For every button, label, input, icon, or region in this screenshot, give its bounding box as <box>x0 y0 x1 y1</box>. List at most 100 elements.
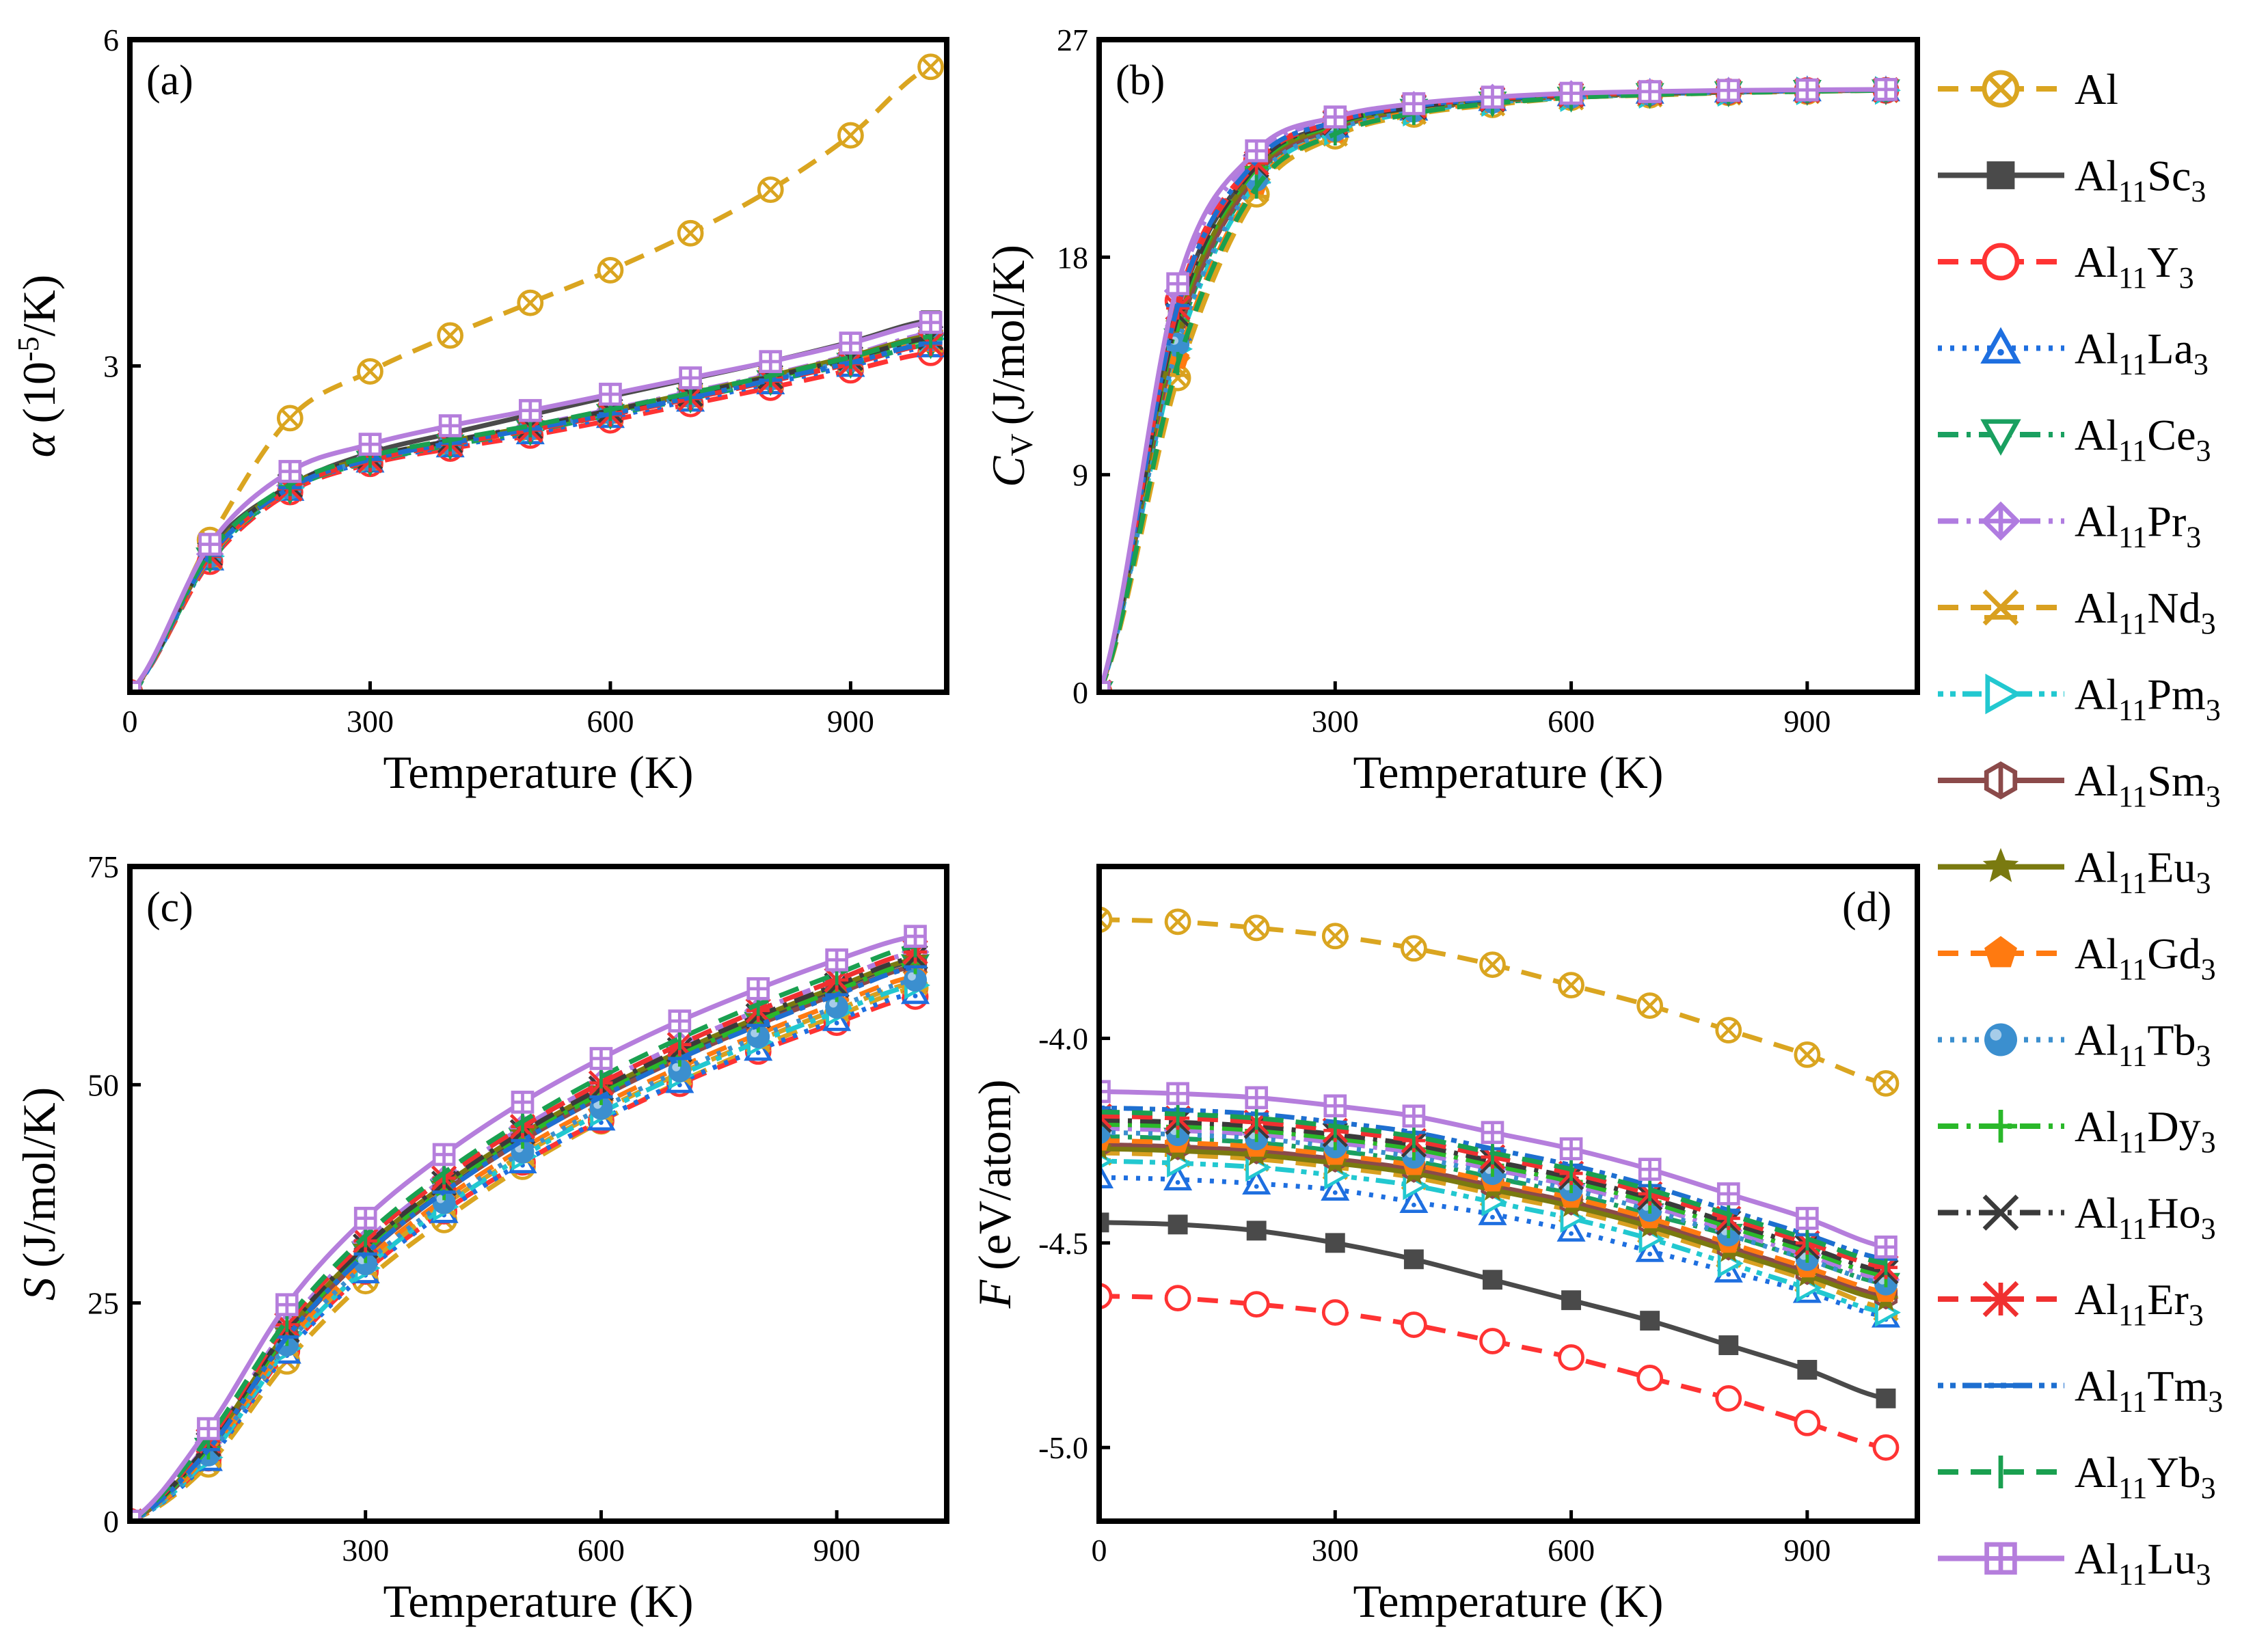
legend-item-Dy: Al11Dy3 <box>1938 1102 2216 1159</box>
point-Y-900 <box>1794 1409 1821 1436</box>
legend-label: Al11La3 <box>2075 325 2209 381</box>
point-Sc-500 <box>1483 1270 1502 1290</box>
point-Lu-400 <box>1402 92 1426 115</box>
legend-item-Pr: Al11Pr3 <box>1938 497 2201 554</box>
point-Lu-800 <box>746 977 770 1000</box>
legend-item-Gd: Al11Gd3 <box>1938 929 2216 986</box>
point-Lu-700 <box>1638 1158 1662 1181</box>
series-line <box>130 342 931 692</box>
point-Y-600 <box>1558 1344 1584 1371</box>
legend-item-Yb: Al11Yb3 <box>1938 1448 2216 1505</box>
series-Al <box>130 53 944 692</box>
point-Sc-200 <box>1246 1220 1267 1241</box>
series-line <box>130 933 916 1521</box>
panel-0: 0 300 600 900 3 6 (a) Temperature (K) α(10-5/K) <box>12 23 949 798</box>
series-Dy <box>130 951 928 1521</box>
point-Lu-200 <box>275 1293 299 1317</box>
y-axis-label: α(10-5/K) <box>12 275 65 458</box>
plot-area <box>1099 75 1901 692</box>
axes-frame <box>127 864 949 1524</box>
series-line <box>1099 87 1886 692</box>
series-line <box>1099 87 1886 692</box>
series-Y <box>130 983 929 1521</box>
point-Lu-700 <box>668 1009 692 1033</box>
legend-marker-Er <box>1982 1281 2019 1318</box>
point-Al-200 <box>1243 914 1270 942</box>
series-line <box>1099 1220 1887 1401</box>
series-Sc <box>1099 80 1896 692</box>
point-La-400 <box>1399 1187 1429 1213</box>
point-Lu-600 <box>599 383 622 406</box>
y-tick-label: 50 <box>87 1067 119 1102</box>
point-Lu-500 <box>518 398 542 422</box>
point-Al-700 <box>677 219 704 247</box>
legend-label: Al11Ce3 <box>2075 411 2211 467</box>
series-line <box>1099 87 1886 692</box>
point-Lu-900 <box>1796 1207 1819 1230</box>
series-Pm <box>130 970 930 1521</box>
point-Lu-300 <box>1323 105 1347 129</box>
point-Lu-600 <box>589 1047 613 1070</box>
legend-marker-Nd <box>1982 589 2019 626</box>
point-Al-900 <box>837 122 864 149</box>
point-Lu-900 <box>825 948 848 972</box>
legend-label: Al11Nd3 <box>2075 584 2216 640</box>
x-tick-label: 900 <box>1783 704 1831 739</box>
point-Lu-500 <box>511 1091 535 1114</box>
point-Sc-1000 <box>1876 1388 1896 1408</box>
point-Lu-300 <box>353 1206 377 1230</box>
series-Tm <box>1099 87 1898 692</box>
x-tick-label: 600 <box>1548 704 1595 739</box>
legend-item-Sc: Al11Sc3 <box>1938 152 2206 208</box>
series-line <box>130 958 916 1521</box>
legend-item-Pm: Al11Pm3 <box>1938 670 2221 727</box>
series-Al <box>1099 906 1900 1097</box>
point-Tb-900 <box>825 995 849 1019</box>
series-La <box>1099 75 1901 692</box>
legend-label: Al <box>2075 65 2118 113</box>
series-line <box>1099 1294 1887 1450</box>
point-Al-1000 <box>1872 1069 1900 1097</box>
axes-frame <box>1096 37 1920 695</box>
x-axis-label: Temperature (K) <box>1353 746 1664 798</box>
series-line <box>130 320 932 692</box>
point-Sc-900 <box>1797 1360 1818 1380</box>
point-Lu-100 <box>198 532 221 556</box>
x-axis-label: Temperature (K) <box>383 746 694 798</box>
point-Lu-100 <box>1166 272 1189 296</box>
legend-marker-Dy <box>1984 1110 2017 1143</box>
point-Lu-200 <box>278 460 302 483</box>
series-Lu <box>130 311 943 692</box>
legend-label: Al11Sm3 <box>2075 756 2221 813</box>
series-Lu <box>1099 1080 1898 1259</box>
series-Nd <box>130 970 928 1521</box>
series-line <box>1099 1121 1887 1279</box>
series-line <box>1099 87 1886 692</box>
series-line <box>130 985 916 1521</box>
point-Lu-400 <box>438 414 462 437</box>
legend-label: Al11Eu3 <box>2075 843 2211 900</box>
legend-label: Al11Sc3 <box>2075 152 2206 208</box>
y-tick-label: 75 <box>87 849 119 884</box>
panel-label: (c) <box>146 884 193 931</box>
series-line <box>130 994 916 1521</box>
legend-marker-Eu <box>1982 847 2019 882</box>
legend-marker-Sc <box>1986 161 2015 189</box>
legend-marker-Gd <box>1984 936 2017 968</box>
point-Lu-300 <box>1323 1094 1347 1118</box>
legend-marker-Al <box>1982 70 2020 108</box>
panel-2: 300 600 900 0 25 50 75 (c) Temperature (K) S(J/mo… <box>13 849 949 1627</box>
series-Tb <box>130 968 928 1521</box>
series-line <box>130 977 916 1521</box>
panel-label: (b) <box>1116 57 1165 104</box>
point-Al-900 <box>1794 1041 1821 1068</box>
y-tick-label: 3 <box>103 349 119 384</box>
legend-label: Al11Pm3 <box>2075 670 2221 727</box>
legend-marker-La <box>1980 327 2021 364</box>
legend-label: Al11Er3 <box>2075 1275 2204 1332</box>
plot-area <box>130 925 930 1521</box>
series-Gd <box>1099 78 1898 692</box>
series-Er <box>1099 77 1899 692</box>
series-Tb <box>1099 79 1898 692</box>
point-Y-0 <box>1099 1283 1113 1310</box>
